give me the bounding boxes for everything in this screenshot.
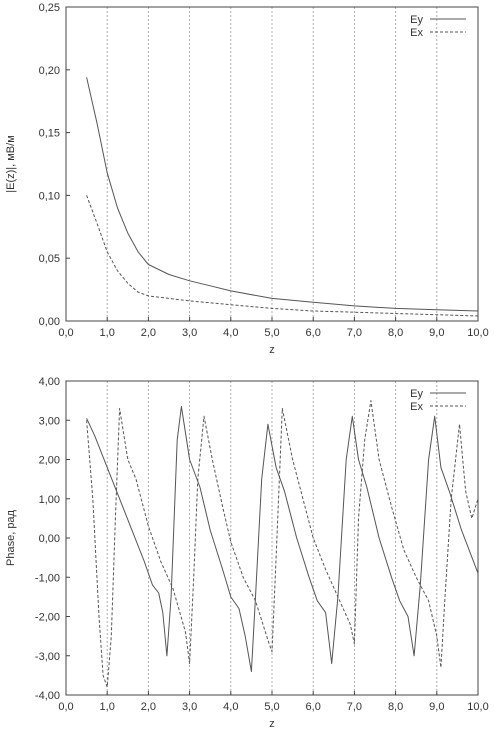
series-line-ex <box>86 195 479 317</box>
x-tick-label: 2,0 <box>141 701 156 713</box>
x-tick-label: 8,0 <box>388 701 403 713</box>
y-tick-label: 4,00 <box>39 376 60 388</box>
y-tick-label: 0,10 <box>39 190 60 202</box>
y-axis-label: Phase, рад <box>5 509 17 566</box>
y-tick-label: 0,00 <box>39 316 60 328</box>
x-tick-label: 1,0 <box>100 327 115 339</box>
x-tick-label: 4,0 <box>223 327 238 339</box>
legend-label-ey: Ey <box>410 388 423 400</box>
y-tick-label: 3,00 <box>39 415 60 427</box>
legend-label-ey: Ey <box>410 14 423 26</box>
x-tick-label: 9,0 <box>429 701 444 713</box>
y-tick-label: 0,05 <box>39 253 60 265</box>
legend-label-ex: Ex <box>410 27 423 39</box>
x-tick-label: 3,0 <box>182 701 197 713</box>
x-tick-label: 0,0 <box>58 327 73 339</box>
x-tick-label: 8,0 <box>388 327 403 339</box>
x-tick-label: 7,0 <box>347 327 362 339</box>
y-tick-label: -4,00 <box>35 690 60 702</box>
y-tick-label: 0,20 <box>39 65 60 77</box>
y-tick-label: -2,00 <box>35 612 60 624</box>
x-tick-label: 10,0 <box>467 701 488 713</box>
x-tick-label: 6,0 <box>306 327 321 339</box>
y-tick-label: 0,25 <box>39 2 60 14</box>
series-line-ey <box>86 406 479 672</box>
x-axis-label: z <box>269 718 275 730</box>
series-line-ex <box>86 400 479 688</box>
x-tick-label: 7,0 <box>347 701 362 713</box>
x-tick-label: 5,0 <box>264 327 279 339</box>
y-tick-label: 2,00 <box>39 455 60 467</box>
x-tick-label: 4,0 <box>223 701 238 713</box>
x-tick-label: 3,0 <box>182 327 197 339</box>
chart-2 <box>65 380 479 696</box>
x-tick-label: 6,0 <box>306 701 321 713</box>
x-tick-label: 5,0 <box>264 701 279 713</box>
y-tick-label: 0,15 <box>39 128 60 140</box>
x-tick-label: 9,0 <box>429 327 444 339</box>
y-tick-label: -3,00 <box>35 651 60 663</box>
y-tick-label: 1,00 <box>39 494 60 506</box>
x-tick-label: 2,0 <box>141 327 156 339</box>
x-axis-label: z <box>269 344 275 356</box>
series-line-ey <box>86 77 479 312</box>
x-tick-label: 1,0 <box>100 701 115 713</box>
x-tick-label: 0,0 <box>58 701 73 713</box>
y-axis-label: |E(z)|, мВ/м <box>5 135 17 193</box>
chart-1 <box>65 6 479 322</box>
legend-label-ex: Ex <box>410 401 423 413</box>
y-tick-label: 0,00 <box>39 533 60 545</box>
x-tick-label: 10,0 <box>467 327 488 339</box>
y-tick-label: -1,00 <box>35 572 60 584</box>
